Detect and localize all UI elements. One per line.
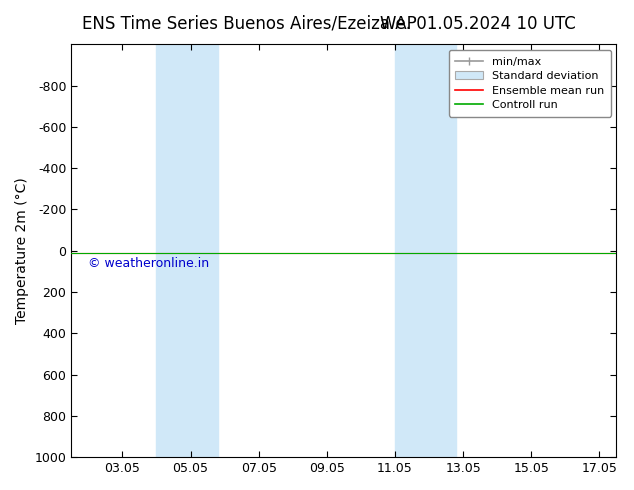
- Y-axis label: Temperature 2m (°C): Temperature 2m (°C): [15, 177, 29, 324]
- Text: We. 01.05.2024 10 UTC: We. 01.05.2024 10 UTC: [380, 15, 576, 33]
- Text: © weatheronline.in: © weatheronline.in: [88, 257, 209, 270]
- Text: ENS Time Series Buenos Aires/Ezeiza AP: ENS Time Series Buenos Aires/Ezeiza AP: [82, 15, 417, 33]
- Legend: min/max, Standard deviation, Ensemble mean run, Controll run: min/max, Standard deviation, Ensemble me…: [449, 50, 611, 117]
- Bar: [157, 45, 218, 457]
- Bar: [395, 45, 456, 457]
